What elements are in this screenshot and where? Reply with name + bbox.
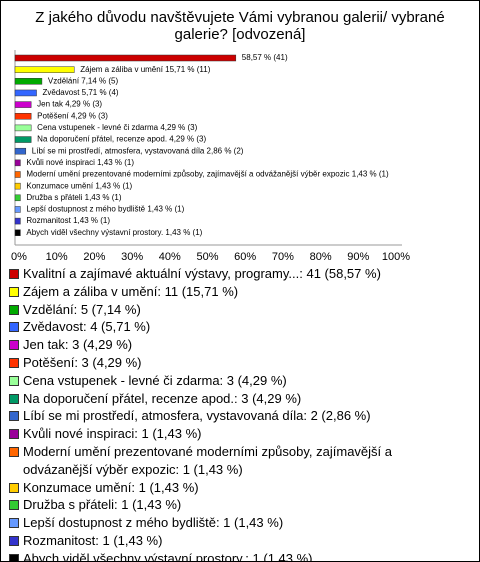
legend-label: Vzdělání: 5 (7,14 %) (23, 301, 141, 317)
chart: 0% 10% 20% 30% 40% 50% 60% 70% 80% 90% 100% 58,57 %… (11, 50, 410, 263)
x-tick-label: 60% (234, 251, 256, 263)
bar-label: Zvědavost 5,71 % (4) (43, 88, 119, 97)
legend-label: Líbí se mi prostředí, atmosfera, vystavo… (23, 408, 371, 424)
bar-label: Rozmanitost 1,43 % (1) (26, 216, 110, 225)
bar (14, 194, 21, 202)
x-tick-label: 10% (46, 251, 68, 263)
bar (14, 66, 75, 73)
bar-label: Kvůli nové inspiraci 1,43 % (1) (26, 158, 134, 167)
legend-item: Družba s přáteli: 1 (1,43 %) (9, 496, 449, 514)
bar-label: Potěšení 4,29 % (3) (37, 111, 108, 120)
bar (14, 101, 32, 108)
bar (14, 54, 237, 62)
x-tick-label: 0% (11, 251, 27, 263)
legend-label: Zvědavost: 4 (5,71 %) (23, 319, 151, 335)
legend-swatch (9, 322, 19, 333)
legend-item: Líbí se mi prostředí, atmosfera, vystavo… (9, 407, 449, 425)
x-tick-label: 70% (272, 251, 294, 263)
legend-label: Moderní umění prezentované moderními způ… (23, 443, 392, 477)
bar-label: Abych viděl všechny výstavní prostory. 1… (26, 228, 202, 237)
legend: Kvalitní a zajímavé aktuální výstavy, pr… (9, 265, 449, 562)
legend-swatch (9, 518, 19, 529)
bar (14, 206, 21, 213)
bar (14, 113, 32, 120)
legend-swatch (9, 482, 19, 493)
bar (14, 229, 21, 236)
legend-swatch (9, 500, 19, 511)
bar (14, 159, 21, 167)
x-tick-label: 90% (347, 251, 369, 263)
legend-item: Moderní umění prezentované moderními způ… (9, 443, 449, 479)
bar-label: Cena vstupenek - levné či zdarma 4,29 % … (37, 123, 197, 132)
legend-item: Abych viděl všechny výstavní prostory.: … (9, 550, 449, 562)
legend-label: Cena vstupenek - levné či zdarma: 3 (4,2… (23, 372, 287, 388)
legend-label: Na doporučení přátel, recenze apod.: 3 (… (23, 390, 302, 406)
bar (14, 89, 37, 97)
bar-label: Jen tak 4,29 % (3) (37, 100, 102, 109)
legend-item: Lepší dostupnost z mého bydliště: 1 (1,4… (9, 514, 449, 532)
bar-label: Vzdělání 7,14 % (5) (48, 76, 119, 85)
legend-label: Rozmanitost: 1 (1,43 %) (23, 532, 163, 548)
bar (14, 136, 32, 143)
bar-label: Moderní umění prezentované moderními způ… (26, 170, 389, 179)
legend-swatch (9, 375, 19, 386)
legend-item: Zájem a záliba v umění: 11 (15,71 %) (9, 283, 449, 301)
legend-label: Kvůli nové inspiraci: 1 (1,43 %) (23, 426, 202, 442)
legend-label: Potěšení: 3 (4,29 %) (23, 354, 142, 370)
legend-item: Konzumace umění: 1 (1,43 %) (9, 479, 449, 497)
legend-label: Lepší dostupnost z mého bydliště: 1 (1,4… (23, 515, 284, 531)
bar (14, 182, 21, 190)
bar-label: Lepší dostupnost z mého bydliště 1,43 % … (26, 205, 184, 214)
bar-label: Zájem a záliba v umění 15,71 % (11) (80, 65, 210, 74)
bar-label: Líbí se mi prostředí, atmosfera, vystavo… (32, 146, 244, 155)
legend-item: Vzdělání: 5 (7,14 %) (9, 301, 449, 319)
legend-item: Jen tak: 3 (4,29 %) (9, 336, 449, 354)
legend-item: Potěšení: 3 (4,29 %) (9, 354, 449, 372)
legend-item: Zvědavost: 4 (5,71 %) (9, 318, 449, 336)
bar (14, 171, 21, 178)
legend-label: Jen tak: 3 (4,29 %) (23, 337, 133, 353)
bar-label: Na doporučení přátel, recenze apod. 4,29… (37, 135, 206, 144)
bar (14, 217, 21, 225)
bar-label: 58,57 % (41) (242, 53, 288, 62)
legend-swatch (9, 357, 19, 368)
x-tick-label: 40% (159, 251, 181, 263)
legend-item: Rozmanitost: 1 (1,43 %) (9, 532, 449, 550)
bar-label: Družba s přáteli 1,43 % (1) (26, 193, 121, 202)
legend-label: Konzumace umění: 1 (1,43 %) (23, 479, 199, 495)
chart-title: Z jakého důvodu navštěvujete Vámi vybran… (35, 9, 445, 43)
legend-swatch (9, 304, 19, 315)
x-tick-label: 50% (196, 251, 218, 263)
legend-swatch (9, 286, 19, 297)
x-tick-label: 100% (382, 251, 410, 263)
legend-item: Na doporučení přátel, recenze apod.: 3 (… (9, 390, 449, 408)
bar (14, 147, 27, 155)
x-tick-label: 30% (121, 251, 143, 263)
legend-swatch (9, 411, 19, 422)
legend-label: Kvalitní a zajímavé aktuální výstavy, pr… (23, 266, 381, 281)
x-tick-label: 20% (83, 251, 105, 263)
legend-item: Cena vstupenek - levné či zdarma: 3 (4,2… (9, 372, 449, 390)
bar (14, 78, 43, 85)
legend-label: Abych viděl všechny výstavní prostory.: … (23, 550, 313, 562)
legend-swatch (9, 340, 19, 351)
legend-item: Kvůli nové inspiraci: 1 (1,43 %) (9, 425, 449, 443)
bar (14, 124, 32, 132)
legend-swatch (9, 429, 19, 440)
legend-label: Zájem a záliba v umění: 11 (15,71 %) (23, 283, 239, 299)
legend-swatch (9, 553, 19, 561)
legend-swatch (9, 535, 19, 546)
legend-swatch (9, 393, 19, 404)
legend-swatch (9, 446, 19, 457)
legend-swatch (9, 269, 19, 279)
bar-label: Konzumace umění 1,43 % (1) (26, 181, 132, 190)
legend-label: Družba s přáteli: 1 (1,43 %) (23, 497, 182, 513)
legend-item: Kvalitní a zajímavé aktuální výstavy, pr… (9, 265, 449, 283)
x-tick-label: 80% (310, 251, 332, 263)
